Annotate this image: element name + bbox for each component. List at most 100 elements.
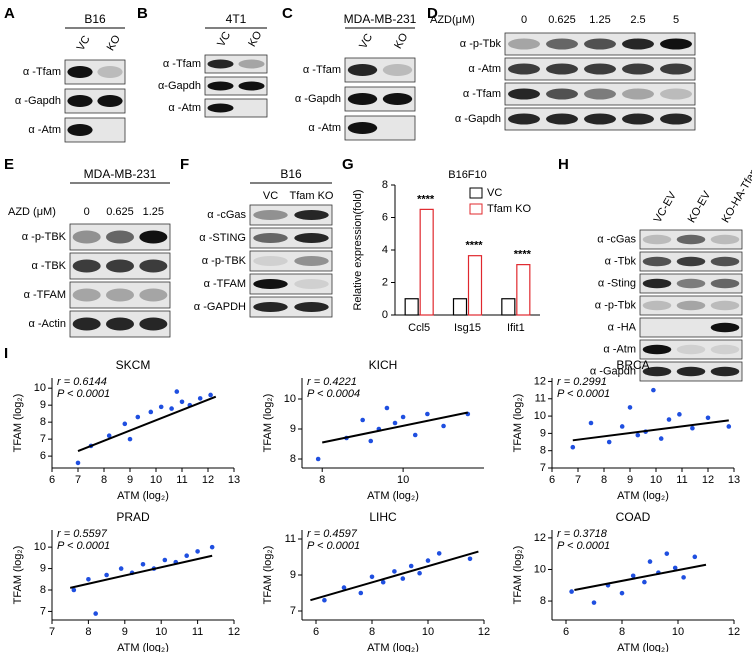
- band: [622, 63, 654, 75]
- point: [606, 439, 612, 445]
- point: [651, 387, 656, 393]
- stat-p: P < 0.0001: [307, 540, 360, 552]
- antibody-label: α -cGas: [597, 233, 636, 245]
- antibody-label: α -TFAM: [204, 278, 246, 290]
- y-tick-label: 7: [40, 605, 46, 617]
- x-tick-label: 11: [192, 626, 203, 638]
- antibody-label: α -Gapdh: [295, 93, 341, 105]
- y-tick-label: 6: [40, 450, 46, 462]
- point: [441, 423, 446, 429]
- point: [400, 576, 406, 581]
- significance: ****: [417, 193, 435, 205]
- point: [341, 585, 347, 590]
- x-axis-label: ATM (log₂): [617, 642, 669, 652]
- band: [676, 234, 706, 245]
- antibody-label: α -Gapdh: [455, 113, 501, 125]
- lane-label: VC: [75, 34, 93, 53]
- y-axis-label: TFAM (log₂): [512, 546, 524, 605]
- y-tick-label: 10: [34, 382, 46, 394]
- band: [546, 113, 578, 125]
- antibody-label: α -Tfam: [463, 88, 501, 100]
- point: [148, 409, 154, 415]
- x-axis-label: ATM (log₂): [367, 642, 419, 652]
- band: [207, 59, 234, 69]
- band: [67, 124, 93, 136]
- point: [627, 405, 633, 410]
- band: [347, 93, 378, 105]
- panel-letter: H: [558, 156, 569, 173]
- dose-header: AZD(μM): [430, 14, 475, 26]
- chart-title: BRCA: [616, 358, 649, 372]
- antibody-label: α -p-TBK: [22, 231, 67, 243]
- point: [140, 561, 146, 567]
- antibody-label: α -Tbk: [605, 255, 637, 267]
- x-tick-label: Ccl5: [408, 322, 430, 334]
- band: [508, 63, 540, 75]
- stat-p: P < 0.0001: [557, 540, 610, 552]
- band: [294, 233, 329, 243]
- chart-title: KICH: [369, 358, 398, 372]
- bar: [404, 298, 419, 316]
- x-tick-label: Isg15: [454, 322, 481, 334]
- lane-label: 5: [673, 14, 679, 26]
- point: [630, 573, 636, 579]
- point: [195, 549, 200, 554]
- x-tick-label: 10: [422, 626, 434, 638]
- x-tick-label: 8: [319, 474, 325, 486]
- point: [184, 553, 189, 559]
- x-tick-label: 8: [601, 474, 607, 486]
- x-tick-label: 12: [702, 474, 714, 486]
- lane-label: 2.5: [630, 14, 645, 26]
- x-axis-label: ATM (log₂): [367, 490, 419, 502]
- band: [584, 113, 616, 125]
- y-tick-label: 6: [382, 211, 388, 223]
- y-tick-label: 9: [40, 562, 46, 574]
- point: [104, 572, 109, 578]
- y-tick-label: 10: [34, 541, 46, 553]
- band: [139, 259, 168, 273]
- band: [67, 95, 93, 107]
- point: [106, 433, 112, 439]
- band: [710, 366, 740, 377]
- stat-r: r = 0.4597: [307, 528, 358, 540]
- point: [197, 396, 203, 401]
- band: [238, 59, 265, 69]
- point: [408, 563, 414, 569]
- bar: [467, 255, 483, 316]
- y-axis-label: TFAM (log₂): [12, 394, 24, 453]
- band: [660, 38, 692, 50]
- band: [546, 38, 578, 50]
- x-tick-label: 8: [85, 626, 91, 638]
- band: [508, 38, 540, 50]
- band: [294, 256, 329, 266]
- y-tick-label: 8: [540, 595, 546, 607]
- point: [647, 559, 653, 564]
- band: [660, 88, 692, 100]
- point: [71, 587, 77, 593]
- band: [238, 81, 265, 91]
- blot-strip: [344, 115, 416, 141]
- lane-label: VC: [215, 30, 233, 49]
- point: [392, 420, 398, 426]
- lane-label: VC: [263, 190, 278, 202]
- stat-r: r = 0.5597: [57, 528, 108, 540]
- band: [72, 317, 101, 331]
- band: [106, 317, 134, 331]
- y-axis-label: TFAM (log₂): [262, 394, 274, 453]
- lane-label: Tfam KO: [289, 190, 333, 202]
- point: [368, 438, 374, 444]
- lane-label: 0: [521, 14, 527, 26]
- band: [710, 322, 740, 333]
- y-tick-label: 8: [382, 179, 388, 191]
- y-tick-label: 10: [534, 563, 546, 575]
- antibody-label: α -Atm: [308, 122, 341, 134]
- band: [642, 234, 672, 245]
- stat-r: r = 0.6144: [57, 376, 107, 388]
- significance: ****: [514, 249, 532, 261]
- antibody-label: α -p-Tbk: [460, 38, 502, 50]
- point: [322, 597, 327, 603]
- point: [369, 574, 375, 580]
- point: [672, 565, 678, 571]
- band: [253, 279, 288, 289]
